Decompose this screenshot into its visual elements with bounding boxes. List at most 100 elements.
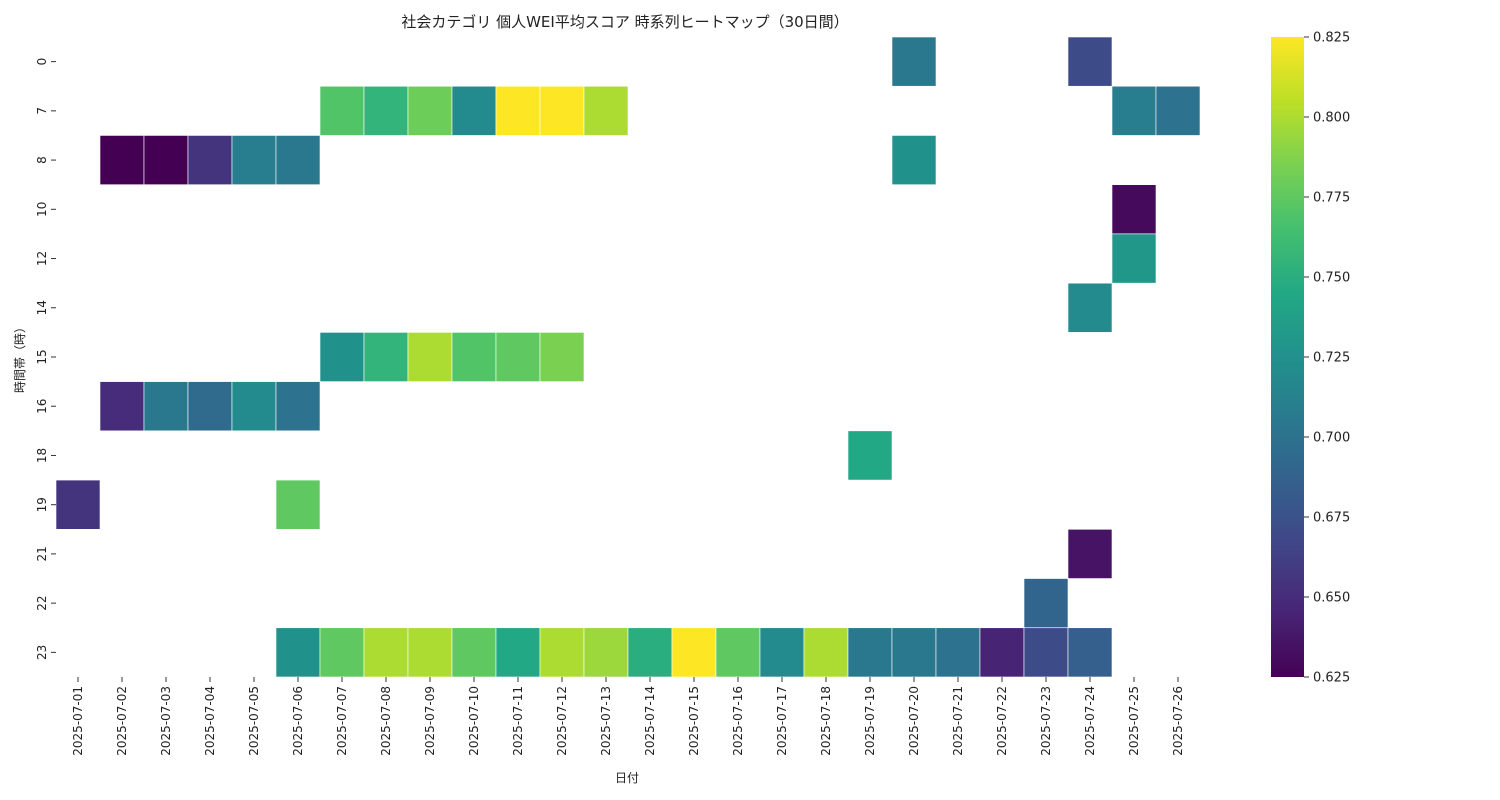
heatmap-cell — [187, 135, 233, 185]
x-axis-ticks: 2025-07-01 2025-07-02 2025-07-03 2025-07-04… — [71, 676, 1185, 756]
heatmap-cell — [99, 381, 145, 432]
heatmap-cell — [583, 85, 629, 136]
heatmap-cell — [1067, 627, 1113, 678]
heatmap-cell — [319, 85, 365, 136]
heatmap-cell — [231, 135, 277, 185]
x-tick-label: 2025-07-02 — [115, 686, 129, 756]
heatmap-cell — [363, 85, 409, 136]
heatmap-cell — [583, 627, 629, 678]
heatmap-cell — [935, 627, 981, 678]
y-tick-label: 22 — [35, 596, 49, 611]
heatmap-cell — [1067, 528, 1113, 579]
x-tick-label: 2025-07-14 — [643, 686, 657, 756]
heatmap-cell — [275, 135, 321, 185]
y-tick-label: 16 — [35, 399, 49, 414]
x-axis-label: 日付 — [615, 771, 639, 785]
heatmap-cell — [1067, 36, 1113, 87]
heatmap-cell — [319, 332, 365, 382]
x-tick-label: 2025-07-07 — [335, 686, 349, 756]
y-tick-label: 7 — [35, 107, 49, 115]
heatmap-cell — [187, 381, 233, 432]
heatmap-cell — [759, 627, 805, 678]
heatmap-cell — [407, 85, 453, 136]
heatmap-cell — [407, 332, 453, 382]
x-tick-label: 2025-07-16 — [731, 686, 745, 756]
heatmap-cell — [275, 381, 321, 432]
heatmap-cell — [99, 135, 145, 185]
y-tick-label: 0 — [35, 58, 49, 66]
y-axis-label: 時間帯（時） — [13, 321, 27, 393]
heatmap-cell — [1067, 282, 1113, 333]
y-tick-label: 8 — [35, 156, 49, 164]
heatmap-cell — [495, 85, 541, 136]
heatmap-cell — [143, 381, 189, 432]
x-tick-label: 2025-07-04 — [203, 686, 217, 756]
heatmap-cell — [803, 627, 849, 678]
heatmap-cell — [1111, 184, 1157, 235]
heatmap-cell — [979, 627, 1025, 678]
x-tick-label: 2025-07-01 — [71, 686, 85, 756]
colorbar — [1271, 37, 1304, 677]
heatmap-cell — [1111, 233, 1157, 284]
y-tick-label: 10 — [35, 202, 49, 217]
x-tick-label: 2025-07-10 — [467, 686, 481, 756]
x-tick-label: 2025-07-22 — [995, 686, 1009, 756]
heatmap-cell — [407, 627, 453, 678]
y-tick-label: 19 — [35, 497, 49, 512]
x-tick-label: 2025-07-11 — [511, 686, 525, 756]
heatmap-cell — [627, 627, 673, 678]
heatmap-cell — [495, 332, 541, 382]
chart-title: 社会カテゴリ 個人WEI平均スコア 時系列ヒートマップ（30日間） — [401, 13, 848, 31]
heatmap-cell — [1023, 578, 1069, 629]
x-tick-label: 2025-07-13 — [599, 686, 613, 756]
colorbar-tick-label: 0.750 — [1313, 271, 1350, 286]
heatmap-cell — [275, 627, 321, 678]
x-tick-label: 2025-07-19 — [863, 686, 877, 756]
heatmap-cell — [891, 627, 937, 678]
heatmap-cell — [847, 430, 893, 481]
x-tick-label: 2025-07-25 — [1127, 686, 1141, 756]
x-tick-label: 2025-07-15 — [687, 686, 701, 756]
x-tick-label: 2025-07-08 — [379, 686, 393, 756]
heatmap-cell — [891, 135, 937, 185]
heatmap-cell — [451, 85, 497, 136]
colorbar-tick-label: 0.725 — [1313, 351, 1350, 366]
colorbar-tick-label: 0.675 — [1313, 511, 1350, 526]
x-tick-label: 2025-07-26 — [1171, 686, 1185, 756]
colorbar-tick-label: 0.625 — [1313, 671, 1350, 686]
colorbar-tick-label: 0.775 — [1313, 191, 1350, 206]
heatmap-cell — [451, 627, 497, 678]
heatmap-cell — [671, 627, 717, 678]
x-tick-label: 2025-07-03 — [159, 686, 173, 756]
heatmap-cell — [1155, 85, 1201, 136]
heatmap-cell — [143, 135, 189, 185]
y-axis-ticks: 0 7 8 10 12 14 15 16 18 19 21 22 23 — [35, 58, 56, 660]
y-tick-label: 23 — [35, 645, 49, 660]
heatmap-cell — [715, 627, 761, 678]
colorbar-tick-label: 0.650 — [1313, 591, 1350, 606]
x-tick-label: 2025-07-09 — [423, 686, 437, 756]
y-tick-label: 12 — [35, 251, 49, 266]
y-tick-label: 15 — [35, 349, 49, 364]
heatmap-cell — [363, 627, 409, 678]
heatmap-cell — [231, 381, 277, 432]
x-tick-label: 2025-07-21 — [951, 686, 965, 756]
colorbar-tick-label: 0.700 — [1313, 431, 1350, 446]
heatmap-cell — [363, 332, 409, 382]
x-tick-label: 2025-07-24 — [1083, 686, 1097, 756]
heatmap-cell — [539, 332, 585, 382]
y-tick-label: 14 — [35, 300, 49, 315]
heatmap-cell — [495, 627, 541, 678]
heatmap-cell — [319, 627, 365, 678]
heatmap-cell — [451, 332, 497, 382]
heatmap-cells — [55, 36, 1201, 678]
y-tick-label: 21 — [35, 546, 49, 561]
x-tick-label: 2025-07-20 — [907, 686, 921, 756]
x-tick-label: 2025-07-23 — [1039, 686, 1053, 756]
x-tick-label: 2025-07-17 — [775, 686, 789, 756]
heatmap-cell — [55, 479, 101, 530]
heatmap-cell — [1023, 627, 1069, 678]
x-tick-label: 2025-07-05 — [247, 686, 261, 756]
x-tick-label: 2025-07-06 — [291, 686, 305, 756]
